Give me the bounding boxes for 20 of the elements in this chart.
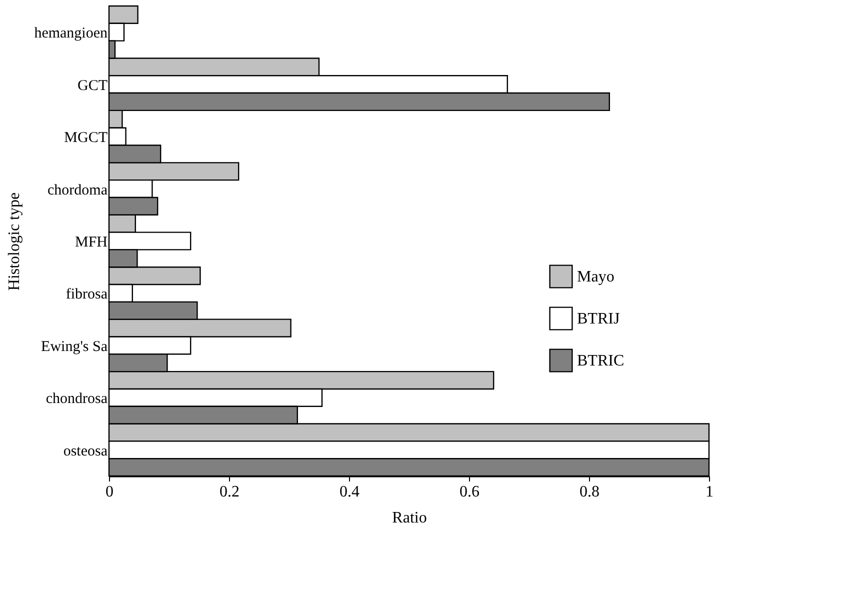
y-tick-label: MFH (74, 234, 108, 250)
x-tick-label: 0.6 (460, 484, 480, 500)
legend-label: Mayo (577, 268, 614, 286)
x-tick-label: 0.4 (340, 484, 360, 500)
y-tick-label: osteosa (63, 443, 108, 460)
x-axis-title: Ratio (392, 510, 427, 526)
y-tick-label: GCT (78, 78, 108, 94)
y-tick-label: MGCT (64, 130, 108, 146)
legend-label: BTRIC (577, 352, 624, 370)
y-axis-title: Histologic type (6, 192, 24, 291)
y-tick-label: chondrosa (46, 391, 108, 408)
x-tick-label: 1 (706, 484, 714, 500)
x-tick-label: 0.8 (580, 484, 600, 500)
y-tick-label: Ewing's Sa (41, 338, 108, 355)
x-tick-label: 0.2 (220, 484, 240, 500)
y-tick-label: chordoma (48, 182, 108, 198)
y-tick-label: hemangioen (34, 26, 108, 42)
x-tick-label: 0 (106, 484, 114, 500)
y-tick-label: fibrosa (66, 286, 108, 303)
legend-label: BTRIJ (577, 310, 620, 328)
